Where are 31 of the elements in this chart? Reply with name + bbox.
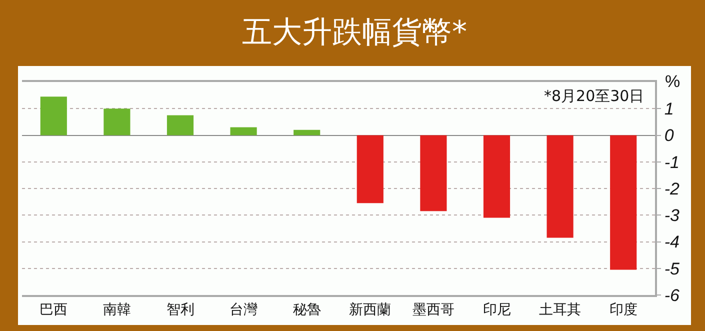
bar bbox=[104, 108, 130, 136]
bar bbox=[356, 135, 384, 204]
x-tick-label: 印度 bbox=[609, 302, 638, 318]
bar bbox=[230, 127, 257, 136]
x-tick-label: 新西蘭 bbox=[349, 302, 392, 318]
x-tick-label: 墨西哥 bbox=[412, 302, 454, 318]
bar bbox=[420, 135, 447, 212]
x-tick-label: 巴西 bbox=[40, 302, 68, 318]
x-tick-label: 印尼 bbox=[482, 302, 511, 318]
x-tick-label: 秘魯 bbox=[292, 302, 321, 318]
bar bbox=[610, 135, 637, 270]
y-tick-label: -4 bbox=[664, 232, 680, 252]
x-tick-label: 南韓 bbox=[102, 302, 131, 318]
y-tick-label: 0 bbox=[664, 126, 674, 146]
y-tick-label: -5 bbox=[664, 259, 680, 278]
bar bbox=[166, 115, 194, 136]
bar bbox=[546, 135, 574, 238]
annotation: *8月20至30日 bbox=[544, 87, 644, 105]
y-tick-label: -1 bbox=[664, 152, 680, 172]
y-tick-label: 1 bbox=[664, 100, 674, 119]
x-tick-label: 台灣 bbox=[230, 302, 258, 318]
bar bbox=[294, 130, 320, 136]
y-tick-label: -6 bbox=[664, 286, 680, 305]
y-axis-title: % bbox=[665, 72, 680, 91]
chart-title: 五大升跌幅貨幣* bbox=[241, 14, 468, 52]
x-tick-label: 智利 bbox=[166, 302, 194, 318]
bar bbox=[40, 96, 67, 136]
bar bbox=[483, 135, 510, 218]
y-tick-label: -2 bbox=[664, 179, 680, 198]
y-tick-label: -3 bbox=[664, 206, 680, 226]
x-tick-label: 土耳其 bbox=[539, 302, 582, 318]
